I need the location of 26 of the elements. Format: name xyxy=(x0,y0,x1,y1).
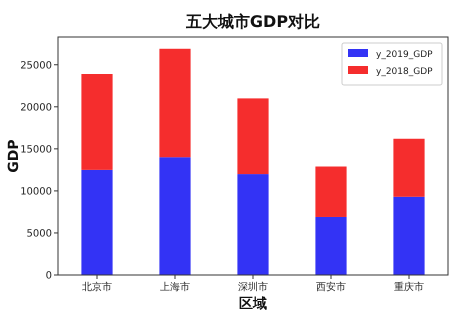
x-tick-label: 西安市 xyxy=(316,281,346,293)
y-tick-label: 10000 xyxy=(20,186,52,198)
bar xyxy=(393,138,425,197)
x-tick-label: 重庆市 xyxy=(394,281,424,293)
bar xyxy=(159,157,191,275)
bar xyxy=(81,170,113,275)
bar xyxy=(393,196,425,275)
y-tick-label: 5000 xyxy=(26,228,52,240)
bar xyxy=(315,166,347,217)
x-tick-label: 上海市 xyxy=(160,281,190,293)
x-tick-label: 北京市 xyxy=(82,281,112,293)
y-tick-label: 25000 xyxy=(20,60,52,72)
y-axis-title: GDP xyxy=(6,139,22,173)
y-tick-label: 0 xyxy=(46,270,52,282)
y-tick-label: 15000 xyxy=(20,144,52,156)
x-axis-title: 区域 xyxy=(239,296,267,312)
bar xyxy=(237,98,269,174)
bar xyxy=(315,216,347,275)
bar xyxy=(81,74,113,170)
legend-label: y_2018_GDP xyxy=(376,67,434,77)
legend-label: y_2019_GDP xyxy=(376,50,434,60)
x-tick-label: 深圳市 xyxy=(238,281,268,293)
bar xyxy=(159,48,191,158)
bar xyxy=(237,174,269,275)
chart-title: 五大城市GDP对比 xyxy=(184,12,320,31)
y-tick-label: 20000 xyxy=(20,102,52,114)
